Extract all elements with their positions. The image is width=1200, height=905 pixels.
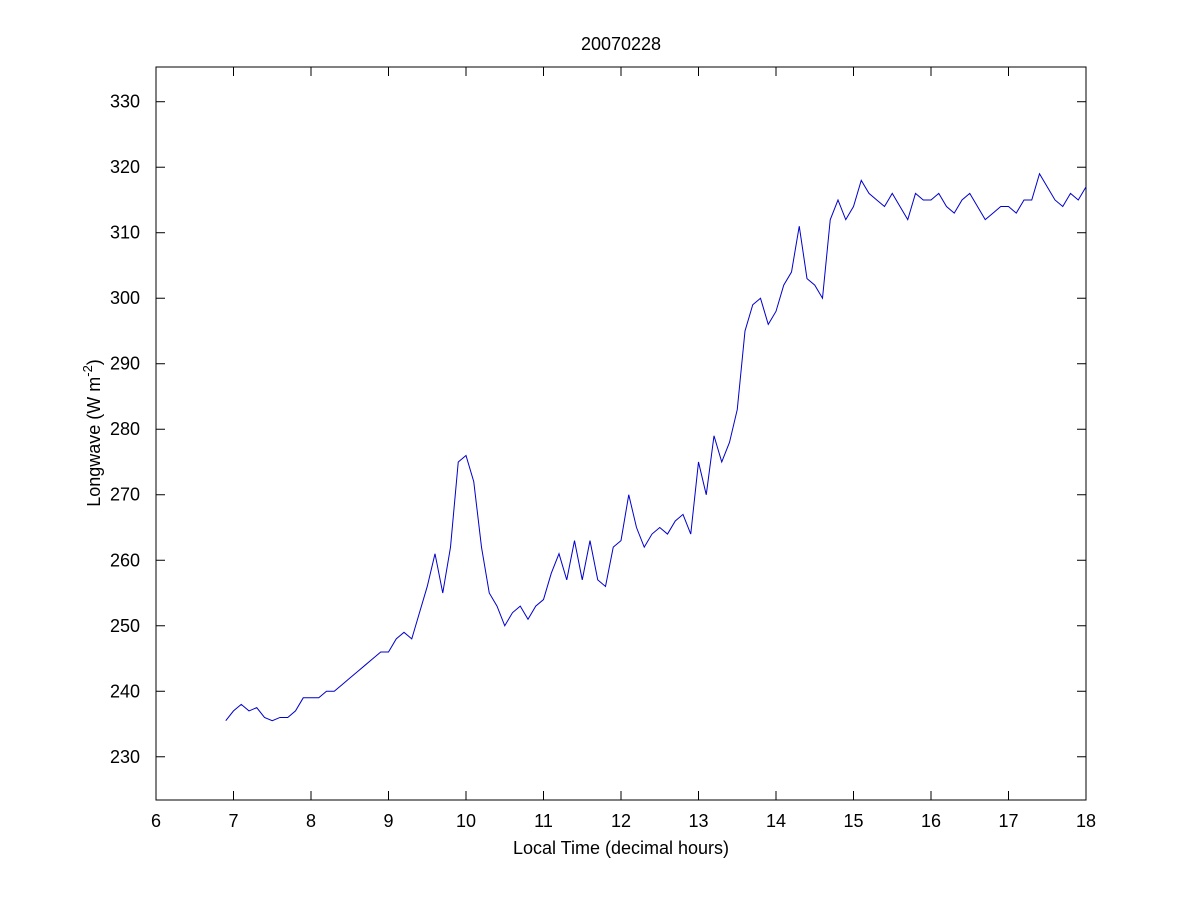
- y-tick-label: 300: [110, 288, 140, 308]
- x-tick-label: 14: [766, 811, 786, 831]
- y-tick-label: 260: [110, 550, 140, 570]
- chart-title: 20070228: [581, 34, 661, 54]
- x-tick-label: 13: [688, 811, 708, 831]
- y-tick-label: 240: [110, 681, 140, 701]
- x-tick-label: 6: [151, 811, 161, 831]
- y-tick-label: 280: [110, 419, 140, 439]
- x-tick-label: 15: [843, 811, 863, 831]
- y-tick-label: 250: [110, 616, 140, 636]
- x-tick-label: 10: [456, 811, 476, 831]
- x-axis-label: Local Time (decimal hours): [513, 838, 729, 858]
- y-tick-label: 330: [110, 92, 140, 112]
- y-axis-label-end: ): [84, 359, 104, 365]
- data-line: [225, 172, 1087, 722]
- x-tick-label: 16: [921, 811, 941, 831]
- y-tick-label: 230: [110, 747, 140, 767]
- y-axis-label-main: Longwave (W m: [84, 377, 104, 507]
- x-tick-label: 7: [228, 811, 238, 831]
- y-tick-label: 290: [110, 354, 140, 374]
- x-tick-label: 8: [306, 811, 316, 831]
- x-tick-label: 17: [998, 811, 1018, 831]
- x-tick-label: 11: [534, 811, 553, 831]
- y-tick-label: 320: [110, 157, 140, 177]
- x-tick-label: 18: [1076, 811, 1096, 831]
- y-tick-label: 310: [110, 223, 140, 243]
- x-tick-label: 9: [383, 811, 393, 831]
- y-axis-label-exponent: -2: [80, 365, 95, 377]
- x-tick-label: 12: [611, 811, 631, 831]
- y-tick-label: 270: [110, 485, 140, 505]
- y-axis-label: Longwave (W m-2): [80, 359, 104, 507]
